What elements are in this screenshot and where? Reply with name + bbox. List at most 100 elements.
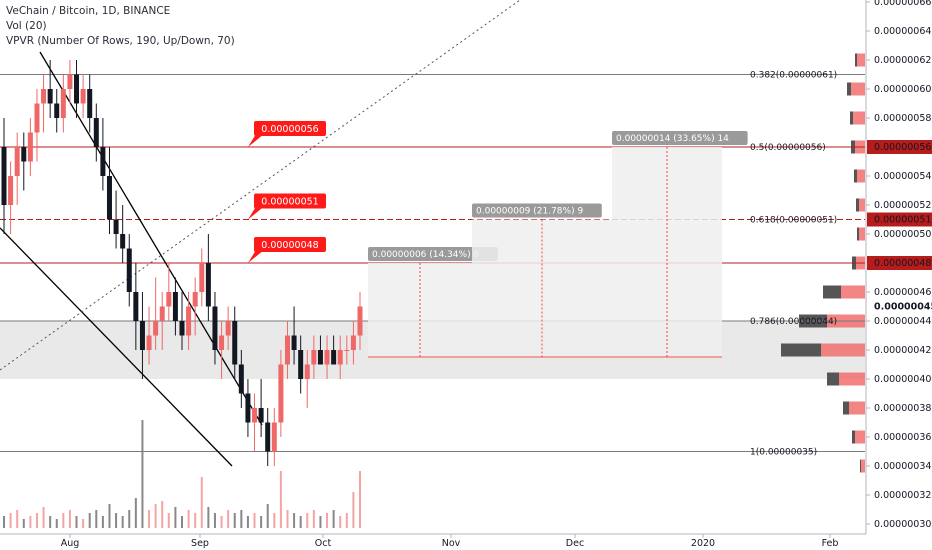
volume-bar: [101, 516, 104, 528]
time-tick-label: Sep: [191, 538, 209, 549]
candle-body: [166, 292, 172, 307]
price-tick-label: 0.00000044: [874, 316, 931, 327]
candle-body: [14, 147, 20, 176]
target-label-bg: [368, 247, 498, 261]
vpvr-down-bar: [781, 343, 821, 357]
candle-body: [54, 103, 60, 118]
candle-body: [298, 350, 304, 379]
fib-level-label: 1(0.00000035): [750, 448, 817, 458]
price-tick-label: 0.00000058: [874, 113, 931, 124]
price-tick-label: 0.00000046: [874, 287, 931, 298]
target-label: 0.00000006 (14.34%) 6: [372, 250, 479, 260]
volume-indicator-label[interactable]: Vol (20): [6, 20, 47, 32]
alert-pointer: [248, 250, 264, 263]
candle-body: [291, 335, 297, 350]
vpvr-up-bar: [853, 111, 865, 125]
candle-body: [139, 321, 145, 350]
volume-bar: [75, 516, 78, 528]
lower-trendline: [0, 227, 233, 467]
volume-bar: [174, 507, 177, 528]
time-tick-label: Aug: [61, 538, 80, 549]
time-tick-label: Feb: [822, 538, 839, 549]
volume-bar: [134, 498, 137, 528]
candle-body: [331, 350, 337, 365]
candle-body: [258, 408, 264, 423]
price-alert-badge[interactable]: [254, 237, 326, 252]
volume-bar: [227, 510, 230, 528]
volume-bar: [108, 504, 111, 528]
price-axis-label-text: 0.00000048: [874, 258, 931, 269]
price-tick-label: 0.00000054: [874, 171, 931, 182]
vpvr-down-bar: [823, 285, 841, 299]
price-axis-label: [867, 212, 932, 227]
candle-body: [80, 89, 86, 104]
candle-body: [8, 176, 14, 205]
volume-bar: [359, 471, 361, 528]
time-tick-label: 2020: [691, 538, 715, 549]
price-axis-label: [867, 256, 932, 270]
volume-bar: [9, 513, 12, 528]
vpvr-up-bar: [855, 430, 865, 444]
volume-bar: [332, 510, 335, 528]
alert-pointer: [248, 134, 264, 147]
volume-bar: [345, 513, 348, 528]
price-tick-label: 0.00000032: [874, 490, 931, 501]
candle-body: [278, 364, 284, 423]
volume-bar: [167, 513, 170, 528]
volume-bar: [154, 504, 157, 528]
price-tick-label: 0.00000042: [874, 345, 931, 356]
candle-body: [350, 335, 356, 350]
volume-bar: [88, 513, 91, 528]
candle-body: [126, 248, 132, 292]
symbol-title[interactable]: VeChain / Bitcoin, 1D, BINANCE: [6, 5, 171, 17]
candle-body: [133, 292, 139, 321]
time-tick-label: Dec: [566, 538, 584, 549]
volume-bar: [293, 513, 296, 528]
vpvr-up-bar: [857, 169, 865, 183]
target-label: 0.00000014 (33.65%) 14: [616, 134, 729, 144]
price-alert-badge[interactable]: [254, 193, 326, 209]
candle-body: [271, 422, 277, 452]
candle-body: [324, 350, 330, 365]
volume-bar: [16, 510, 19, 528]
vpvr-down-bar: [855, 53, 857, 67]
legend: VeChain / Bitcoin, 1D, BINANCE Vol (20) …: [6, 4, 235, 49]
candle-body: [357, 306, 363, 336]
price-axis-bg: [866, 0, 932, 550]
volume-bar: [207, 507, 210, 528]
candle-body: [179, 321, 185, 336]
vpvr-up-bar: [861, 459, 865, 473]
price-tick-label: 0.00000038: [874, 403, 931, 414]
volume-bar: [200, 477, 203, 528]
volume-bar: [128, 510, 131, 528]
candle-body: [21, 147, 27, 162]
candle-body: [284, 335, 290, 365]
price-axis-label: [867, 299, 932, 314]
candle-body: [47, 89, 53, 104]
vpvr-up-bar: [841, 285, 865, 299]
price-tick-label: 0.00000040: [874, 374, 931, 385]
volume-bar: [49, 516, 52, 528]
vpvr-up-bar: [859, 227, 865, 241]
vpvr-down-bar: [847, 82, 851, 96]
volume-bar: [95, 510, 98, 528]
candle-body: [159, 306, 165, 321]
volume-bar: [246, 516, 249, 528]
candle-body: [172, 292, 178, 321]
price-tick-label: 0.00000034: [874, 461, 931, 472]
volume-bar: [266, 504, 269, 528]
vpvr-indicator-label[interactable]: VPVR (Number Of Rows, 190, Up/Down, 70): [6, 35, 235, 47]
candle-body: [106, 176, 112, 220]
candle-body: [60, 89, 66, 118]
vpvr-up-bar: [859, 198, 865, 212]
vpvr-up-bar: [839, 372, 865, 386]
price-alert-badge[interactable]: [254, 121, 326, 136]
candle-body: [41, 89, 47, 104]
volume-bar: [312, 510, 315, 528]
price-tick-label: 0.00000060: [874, 84, 931, 95]
volume-bar: [62, 513, 65, 528]
volume-bar: [260, 516, 263, 528]
volume-bar: [339, 516, 342, 528]
price-tick-label: 0.00000064: [874, 26, 931, 37]
